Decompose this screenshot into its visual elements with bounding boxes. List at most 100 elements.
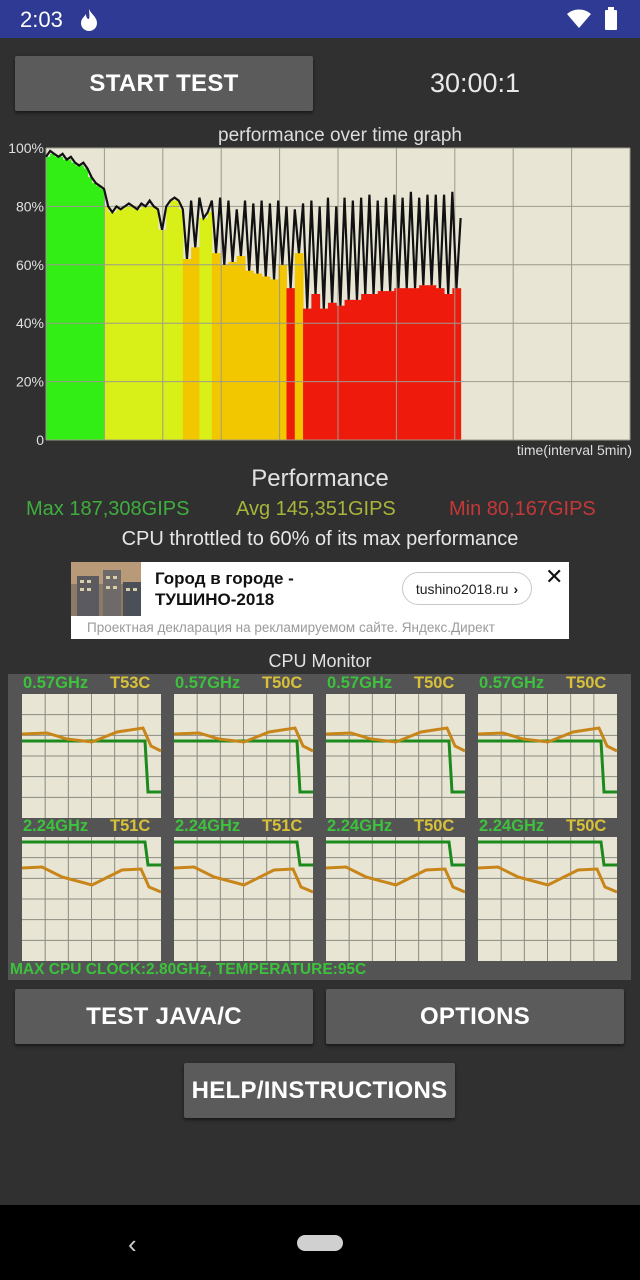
core-frequency-line bbox=[22, 840, 161, 867]
performance-bar bbox=[377, 291, 383, 440]
performance-bar bbox=[381, 291, 387, 440]
flame-icon bbox=[78, 8, 100, 37]
y-tick-label: 60% bbox=[16, 257, 44, 273]
performance-bar bbox=[174, 200, 180, 440]
core-frequency-label: 0.57GHz bbox=[23, 674, 89, 692]
performance-bar bbox=[191, 247, 196, 440]
status-time: 2:03 bbox=[20, 7, 63, 32]
core-temperature-line bbox=[173, 865, 314, 894]
performance-graph: 0 20% 40% 60% 80% 100% bbox=[0, 138, 640, 468]
performance-bar bbox=[427, 285, 433, 440]
avg-stat: Avg 145,351GIPS bbox=[236, 498, 396, 520]
performance-bar bbox=[253, 273, 258, 440]
performance-bar bbox=[220, 264, 225, 440]
performance-bar bbox=[444, 294, 449, 440]
help-instructions-button[interactable]: HELP/INSTRUCTIONS bbox=[184, 1063, 455, 1118]
min-stat: Min 80,167GIPS bbox=[449, 498, 596, 520]
ad-banner[interactable]: Город в городе - ТУШИНО-2018 tushino2018… bbox=[71, 562, 569, 639]
core-temperature-line bbox=[21, 865, 162, 894]
performance-line bbox=[45, 149, 462, 309]
performance-bar bbox=[315, 294, 321, 440]
core-frequency-label: 0.57GHz bbox=[479, 674, 545, 692]
performance-bar bbox=[336, 305, 341, 440]
performance-bar bbox=[66, 159, 72, 440]
core-frequency-label: 2.24GHz bbox=[479, 817, 545, 835]
performance-bar bbox=[361, 294, 366, 440]
performance-bar bbox=[390, 291, 395, 440]
cpu-monitor-title: CPU Monitor bbox=[268, 651, 372, 671]
chart-xlabel: time(interval 5min) bbox=[516, 442, 632, 458]
performance-bar bbox=[170, 200, 176, 440]
ad-thumbnail[interactable] bbox=[71, 562, 141, 616]
core-frequency-line bbox=[478, 840, 617, 867]
performance-bar bbox=[95, 185, 101, 440]
performance-bar bbox=[352, 299, 358, 440]
performance-bar bbox=[398, 288, 404, 440]
y-tick-label: 20% bbox=[16, 374, 44, 390]
performance-bar bbox=[340, 305, 346, 440]
performance-bar bbox=[211, 253, 217, 440]
performance-bar bbox=[369, 294, 375, 440]
core-temperature-label: T50C bbox=[414, 674, 455, 692]
back-icon[interactable]: ‹ bbox=[128, 1229, 137, 1259]
core-temperature-line bbox=[477, 726, 618, 753]
core-temperature-line bbox=[325, 726, 466, 753]
performance-bar bbox=[307, 308, 312, 440]
test-java-c-button[interactable]: TEST JAVA/C bbox=[15, 989, 313, 1044]
ad-headline[interactable]: Город в городе - ТУШИНО-2018 bbox=[155, 569, 294, 609]
performance-bar bbox=[70, 162, 76, 440]
start-test-button[interactable]: START TEST bbox=[15, 56, 313, 111]
performance-bar bbox=[207, 212, 213, 440]
performance-bar bbox=[137, 209, 142, 440]
chevron-right-icon: › bbox=[513, 580, 519, 597]
performance-bar bbox=[290, 288, 296, 440]
performance-bar bbox=[456, 288, 462, 440]
performance-bar bbox=[257, 273, 263, 440]
performance-bar bbox=[108, 212, 113, 440]
wifi-icon bbox=[566, 9, 592, 34]
options-button[interactable]: OPTIONS bbox=[326, 989, 624, 1044]
performance-bar bbox=[386, 291, 391, 440]
ad-domain-button[interactable]: tushino2018.ru › bbox=[402, 572, 532, 605]
performance-bar bbox=[448, 294, 453, 440]
core-temperature-line bbox=[21, 726, 162, 753]
core-temperature-label: T50C bbox=[414, 817, 455, 835]
core-temperature-label: T53C bbox=[110, 674, 151, 692]
performance-bar bbox=[303, 308, 308, 440]
core-frequency-line bbox=[326, 840, 465, 867]
performance-bar bbox=[75, 165, 80, 440]
performance-bar bbox=[112, 212, 117, 440]
battery-icon bbox=[604, 7, 618, 36]
performance-bar bbox=[195, 247, 200, 440]
core-frequency-label: 0.57GHz bbox=[175, 674, 241, 692]
navigation-bar: ‹ bbox=[0, 1205, 640, 1280]
y-tick-label: 100% bbox=[8, 140, 44, 156]
performance-bar bbox=[91, 183, 97, 440]
ad-domain-label: tushino2018.ru bbox=[415, 580, 509, 597]
performance-bar bbox=[240, 256, 246, 440]
performance-bar bbox=[415, 288, 420, 440]
performance-title: Performance bbox=[251, 465, 389, 492]
max-stat: Max 187,308GIPS bbox=[26, 498, 190, 520]
performance-bar bbox=[406, 288, 412, 440]
home-button[interactable] bbox=[297, 1235, 343, 1251]
test-timer: 30:00:1 bbox=[429, 68, 521, 98]
chart-title: performance over time graph bbox=[218, 125, 462, 146]
performance-bar bbox=[348, 299, 354, 440]
performance-bar bbox=[99, 188, 105, 440]
core-frequency-label: 2.24GHz bbox=[23, 817, 89, 835]
performance-bar bbox=[249, 270, 254, 440]
close-icon[interactable]: ✕ bbox=[545, 564, 564, 589]
performance-bar bbox=[410, 288, 416, 440]
performance-bar bbox=[216, 253, 221, 440]
performance-bar bbox=[419, 285, 424, 440]
performance-bar bbox=[178, 209, 184, 440]
performance-bar bbox=[58, 156, 64, 440]
ad-declaration: Проектная декларация на рекламируемом са… bbox=[87, 620, 495, 635]
core-temperature-line bbox=[477, 865, 618, 894]
performance-bar bbox=[402, 288, 408, 440]
performance-bar bbox=[133, 209, 138, 440]
performance-bar bbox=[294, 253, 300, 440]
performance-bar bbox=[199, 218, 205, 440]
performance-bar bbox=[245, 270, 250, 440]
